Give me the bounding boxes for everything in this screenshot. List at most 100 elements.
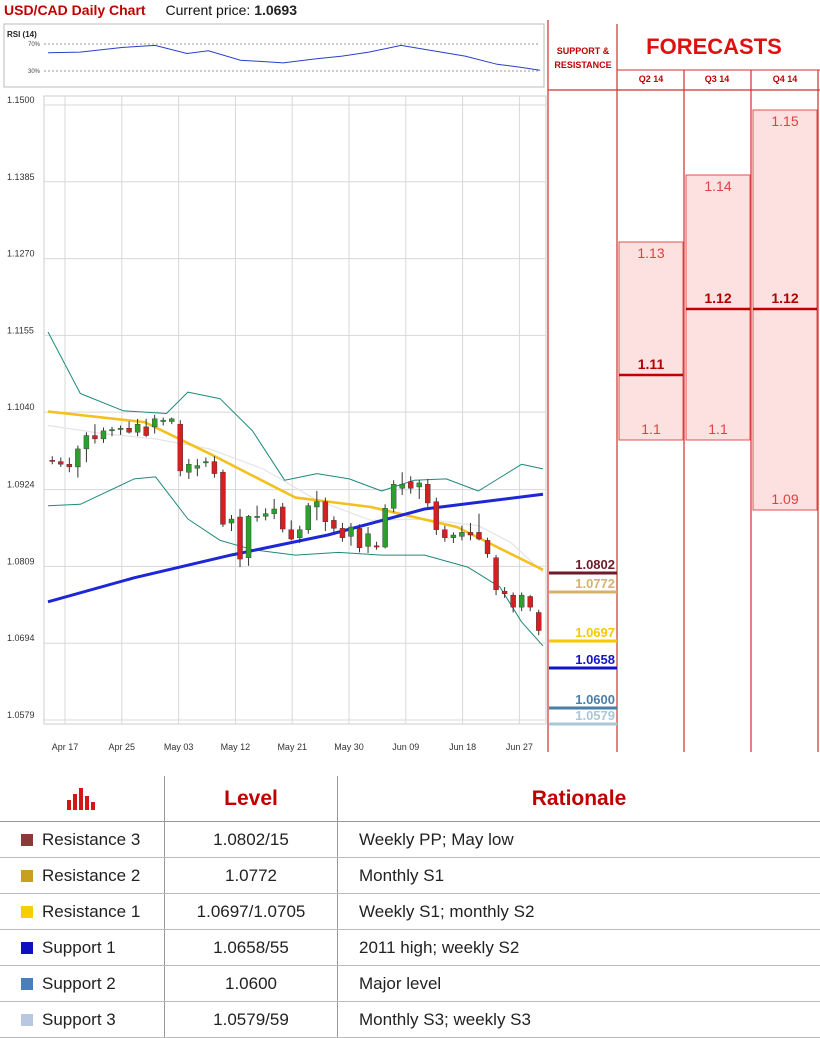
candle <box>484 537 491 558</box>
candle <box>151 414 158 434</box>
candle <box>450 532 457 544</box>
candle-body-up <box>459 532 465 537</box>
candle-body-down <box>66 464 73 468</box>
y-tick-label: 1.0694 <box>7 633 35 643</box>
candle <box>416 480 422 499</box>
usdcad-chart-figure: RSI (14) 70% 30% 1.1500 1.1385 1.1270 1.115… <box>3 20 820 752</box>
candle-body-up <box>348 526 354 537</box>
x-tick-label: Jun 27 <box>506 742 533 752</box>
rsi-30-label: 30% <box>28 69 41 75</box>
candle <box>305 502 312 534</box>
forecast-ranges: 1.13 1.11 1.1 1.14 1.12 1.1 1.15 1.12 1.09 <box>618 109 818 511</box>
level-rationale-cell: Monthly S1 <box>337 857 820 894</box>
current-price-label: Current price: <box>165 2 251 18</box>
level-rationale-cell: Weekly PP; May low <box>337 821 820 858</box>
candle-body-up <box>262 513 269 517</box>
candle-body-down <box>288 529 294 540</box>
level-color-swatch <box>21 942 33 955</box>
x-tick-label: Apr 17 <box>52 742 79 752</box>
candle-body-up <box>160 419 166 422</box>
candle <box>501 587 508 598</box>
forecasts-title: FORECASTS <box>646 34 782 59</box>
quarter-label-q4: Q4 14 <box>773 74 798 84</box>
sr-title-line1: SUPPORT & <box>557 46 610 56</box>
candle <box>339 523 346 542</box>
level-name-cell: Resistance 3 <box>0 821 165 858</box>
candle-body-up <box>245 516 252 558</box>
candle <box>134 418 141 437</box>
x-axis: Apr 17 Apr 25 May 03 May 12 May 21 May 30 Jun … <box>52 742 533 752</box>
moving-averages <box>47 410 544 604</box>
y-axis: 1.1500 1.1385 1.1270 1.1155 1.1040 1.0924 1.08… <box>7 95 35 720</box>
forecast-range-box <box>618 241 684 441</box>
candle <box>186 458 192 479</box>
candle <box>143 418 149 437</box>
candle <box>467 523 474 541</box>
quarter-label-q2: Q2 14 <box>639 74 664 84</box>
level-rationale-cell: Monthly S3; weekly S3 <box>337 1001 820 1038</box>
candle-body-down <box>237 516 243 560</box>
rsi-70-label: 70% <box>28 42 41 48</box>
candle-body-down <box>442 529 448 538</box>
current-price-value: 1.0693 <box>254 2 298 18</box>
candle-body-down <box>220 472 226 525</box>
candle <box>408 476 414 494</box>
level-name-cell: Resistance 1 <box>0 893 165 930</box>
candle <box>365 527 371 554</box>
forecast-value: 1.12 <box>771 290 798 306</box>
level-name: Resistance 1 <box>42 901 141 921</box>
candle <box>527 595 533 612</box>
sr-level-value: 1.0600 <box>575 692 615 707</box>
candle-body-down <box>493 557 499 590</box>
x-tick-label: May 12 <box>221 742 251 752</box>
x-tick-label: Apr 25 <box>109 742 136 752</box>
levels-table-row: Support 1 1.0658/55 2011 high; weekly S2 <box>0 929 820 966</box>
plot-area <box>43 95 547 725</box>
level-name-cell: Support 1 <box>0 929 165 966</box>
candle-body-down <box>536 612 542 631</box>
sr-title-line2: RESISTANCE <box>554 60 611 70</box>
candle-body-down <box>49 460 55 462</box>
level-name-cell: Resistance 2 <box>0 857 165 894</box>
candle-body-up <box>151 418 158 428</box>
candle <box>510 592 516 613</box>
candle-body-up <box>305 505 312 530</box>
candle <box>322 497 329 532</box>
rsi-frame <box>3 23 545 88</box>
candle <box>518 592 525 612</box>
candle-body-up <box>194 465 201 469</box>
candle-body-down <box>211 461 218 474</box>
sr-level-value: 1.0658 <box>575 652 615 667</box>
candle-body-up <box>186 464 192 473</box>
candle-body-down <box>92 435 98 440</box>
candle-body-down <box>322 501 329 522</box>
candle <box>373 541 380 550</box>
levels-table-row: Resistance 2 1.0772 Monthly S1 <box>0 857 820 894</box>
candle-body-up <box>75 448 81 468</box>
candle <box>382 504 388 549</box>
candle <box>356 524 363 553</box>
candle-body-down <box>408 481 414 489</box>
candle <box>49 456 55 465</box>
candle <box>237 508 243 568</box>
bollinger-upper <box>47 331 544 492</box>
candle-body-down <box>373 545 380 548</box>
candle-body-up <box>203 461 209 464</box>
level-value-cell: 1.0658/55 <box>164 929 338 966</box>
candle-body-down <box>510 594 516 608</box>
grid <box>44 96 546 724</box>
level-color-swatch <box>21 906 33 919</box>
level-value-cell: 1.0697/1.0705 <box>164 893 338 930</box>
sr-level-value: 1.0802 <box>575 557 615 572</box>
candle <box>254 505 260 522</box>
rationale-header: Rationale <box>337 776 820 822</box>
candle <box>228 515 235 532</box>
candle <box>262 508 269 521</box>
candle <box>245 515 252 566</box>
candle-body-up <box>109 429 115 432</box>
level-header: Level <box>164 776 338 822</box>
forecast-value: 1.1 <box>708 421 728 437</box>
y-tick-label: 1.0579 <box>7 710 35 720</box>
candle-body-down <box>143 426 149 436</box>
level-name: Resistance 2 <box>42 865 141 885</box>
